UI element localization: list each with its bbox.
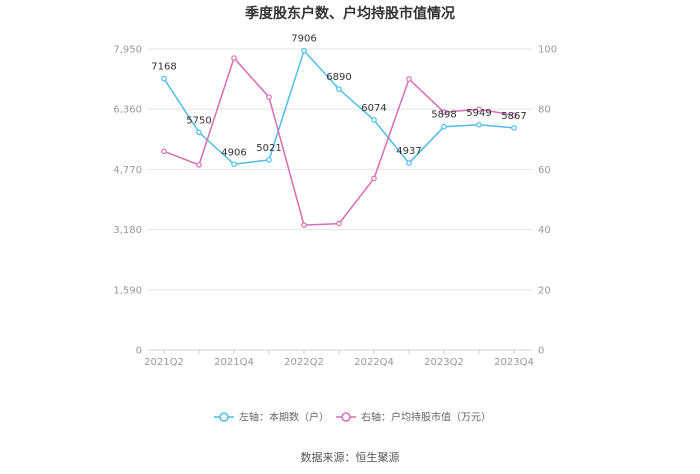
- left-tick-label: 3,180: [113, 225, 142, 236]
- data-point: [161, 148, 167, 155]
- left-tick-label: 0: [136, 346, 142, 357]
- data-label: 7906: [291, 34, 316, 45]
- right-tick-label: 80: [538, 105, 551, 116]
- data-point: [196, 129, 202, 136]
- data-label: 5750: [186, 115, 211, 126]
- x-tick-label: 2021Q2: [144, 357, 184, 368]
- data-label: 6074: [361, 103, 386, 114]
- legend-label: 右轴：户均持股市值（万元）: [361, 411, 491, 424]
- left-tick-label: 1,590: [113, 285, 142, 296]
- data-point: [301, 47, 307, 54]
- x-tick-label: 2023Q4: [494, 357, 534, 368]
- legend-marker: [341, 412, 351, 422]
- right-tick-label: 40: [538, 225, 551, 236]
- data-point: [441, 123, 447, 130]
- data-label: 7168: [151, 62, 176, 73]
- data-point: [266, 157, 272, 163]
- x-tick-label: 2021Q4: [214, 357, 254, 368]
- data-point: [196, 162, 202, 168]
- right-tick-label: 60: [538, 165, 551, 176]
- data-label: 4937: [396, 146, 421, 157]
- data-label: 4906: [221, 147, 246, 158]
- left-tick-label: 7,950: [113, 45, 142, 56]
- data-point: [476, 121, 482, 128]
- series-points: [161, 47, 517, 228]
- right-axis: 0 20 40 60 80 100: [538, 45, 557, 357]
- right-tick-label: 20: [538, 285, 551, 296]
- left-tick-label: 4,770: [113, 165, 142, 176]
- data-point: [266, 94, 272, 100]
- data-point: [371, 117, 377, 123]
- left-tick-label: 6,360: [113, 105, 142, 116]
- data-label: 6890: [326, 72, 351, 83]
- legend[interactable]: 左轴：本期数（户） 右轴：户均持股市值（万元）: [214, 411, 491, 424]
- data-label: 5949: [466, 108, 491, 119]
- data-point: [511, 125, 517, 131]
- data-point: [336, 220, 342, 227]
- source-note: 数据来源：恒生聚源: [301, 450, 400, 464]
- data-point: [301, 222, 307, 228]
- data-point: [161, 75, 167, 82]
- data-point: [336, 86, 342, 92]
- legend-label: 左轴：本期数（户）: [239, 411, 329, 424]
- data-point: [441, 109, 447, 116]
- legend-item-2[interactable]: 右轴：户均持股市值（万元）: [336, 411, 491, 424]
- legend-item-1[interactable]: 左轴：本期数（户）: [214, 411, 329, 424]
- series-line-1: [163, 49, 515, 166]
- data-label: 5898: [431, 110, 456, 121]
- data-label: 5021: [256, 143, 281, 154]
- x-tick-label: 2022Q4: [354, 357, 394, 368]
- x-axis: 2021Q2 2021Q4 2022Q2 2022Q4 2023Q2 2023Q4: [144, 350, 534, 368]
- data-point: [476, 106, 482, 113]
- x-tick-label: 2022Q2: [284, 357, 324, 368]
- data-point: [231, 55, 237, 61]
- data-point: [231, 161, 237, 168]
- data-labels: 7168 5750 4906 5021 7906 6890 6074 4937 5898 5949…: [151, 34, 526, 159]
- legend-marker: [219, 412, 229, 422]
- data-point: [406, 160, 412, 166]
- data-point: [511, 112, 517, 119]
- data-point: [406, 76, 412, 82]
- chart-title: 季度股东户数、户均持股市值情况: [244, 5, 455, 22]
- data-point: [371, 175, 377, 182]
- right-tick-label: 0: [538, 346, 544, 357]
- right-tick-label: 100: [538, 45, 557, 56]
- gridlines: [148, 48, 532, 351]
- left-axis: 0 1,590 3,180 4,770 6,360 7,950: [113, 45, 142, 357]
- x-tick-label: 2023Q2: [424, 357, 464, 368]
- data-label: 5867: [501, 111, 526, 122]
